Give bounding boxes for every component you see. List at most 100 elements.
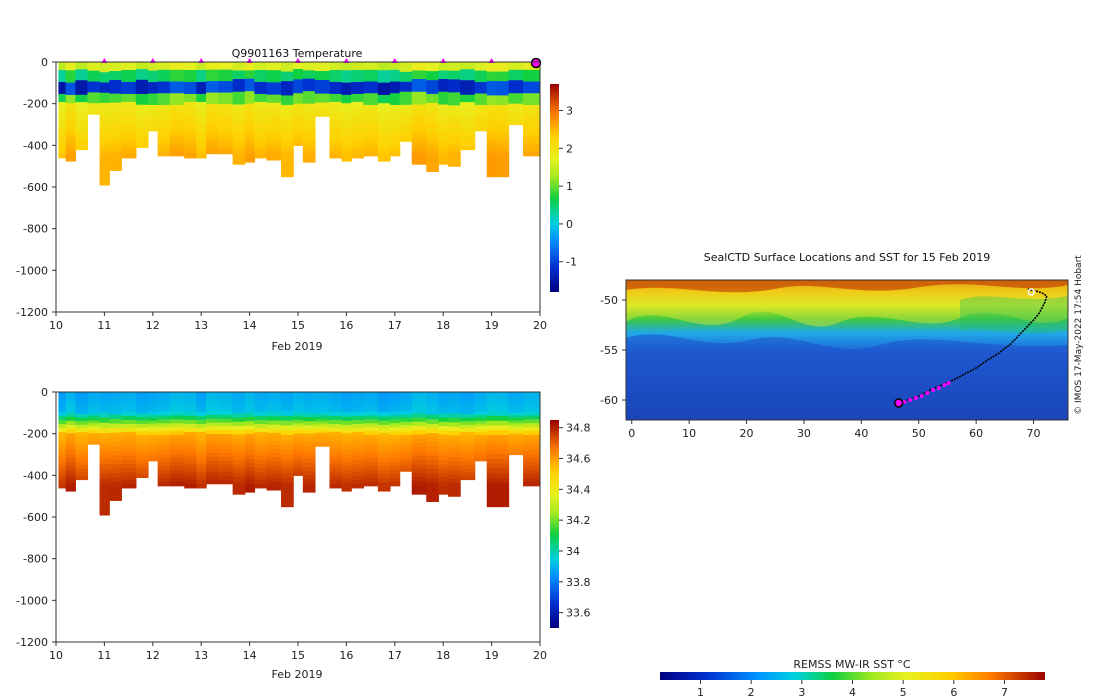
temperature-cell <box>426 148 439 154</box>
salinity-cell <box>184 411 197 417</box>
temperature-cell <box>184 97 197 103</box>
temperature-cell <box>426 112 439 118</box>
temperature-cell <box>157 69 171 75</box>
temperature-cell <box>314 73 331 77</box>
salinity-cell <box>281 392 294 398</box>
salinity-cell <box>302 458 316 464</box>
temperature-cell <box>196 133 207 139</box>
temperature-cell <box>486 162 498 168</box>
temperature-cell <box>196 101 207 107</box>
temperature-cell <box>281 76 294 82</box>
temperature-cell <box>121 85 137 91</box>
temperature-cell <box>109 116 122 122</box>
sst-colorbar-tick-label: 2 <box>748 686 755 699</box>
temperature-cell <box>399 118 413 122</box>
salinity-cell <box>99 432 110 439</box>
salinity-cell <box>196 435 207 441</box>
salinity-cell <box>426 492 439 498</box>
temperature-cell <box>206 142 219 147</box>
salinity-cell <box>232 430 246 436</box>
salinity-cell <box>389 431 401 436</box>
temperature-cell <box>87 98 101 102</box>
temperature-cell <box>523 93 540 98</box>
salinity-cell <box>254 419 268 425</box>
temperature-cell <box>329 93 343 99</box>
salinity-cell <box>58 399 67 405</box>
salinity-cell <box>377 486 391 492</box>
salinity-cell <box>147 397 159 402</box>
temperature-cell <box>523 81 540 87</box>
temperature-cell <box>448 105 461 111</box>
salinity-cell <box>377 404 391 410</box>
salinity-cell <box>508 405 524 409</box>
temperature-cell <box>218 146 234 151</box>
salinity-cell <box>426 423 439 430</box>
salinity-cell <box>206 453 219 458</box>
salinity-cell <box>314 432 331 436</box>
temperature-cell <box>302 112 316 117</box>
temperature-cell <box>377 127 391 133</box>
temperature-cell <box>426 144 439 150</box>
temperature-cell <box>244 103 256 109</box>
temperature-cell <box>438 159 449 165</box>
salinity-cell <box>58 459 67 465</box>
temperature-cell <box>523 97 540 102</box>
salinity-cell <box>302 446 316 451</box>
salinity-cell <box>486 477 498 484</box>
temperature-cell <box>266 102 282 108</box>
temperature-cell <box>99 108 110 114</box>
salinity-cell <box>244 471 256 476</box>
salinity-cell <box>302 437 316 443</box>
salinity-cell <box>363 462 379 467</box>
temperature-cell <box>496 152 510 159</box>
salinity-cell <box>281 473 294 479</box>
salinity-cell <box>121 443 137 449</box>
temperature-cell <box>196 129 207 135</box>
salinity-cell <box>87 400 101 404</box>
salinity-cell <box>341 453 352 459</box>
temperature-cell <box>460 134 476 140</box>
salinity-cell <box>474 403 488 407</box>
salinity-cell <box>58 407 67 413</box>
temperature-cell <box>58 121 67 127</box>
temperature-cell <box>135 76 149 81</box>
salinity-cell <box>448 448 461 454</box>
salinity-cell <box>218 418 234 424</box>
salinity-cell <box>169 438 185 444</box>
temperature-cell <box>486 133 498 139</box>
salinity-cell <box>448 396 461 402</box>
temperature-cell <box>266 82 282 88</box>
temperature-cell <box>121 73 137 79</box>
salinity-cell <box>184 427 197 433</box>
salinity-cell <box>363 392 379 397</box>
temperature-cell <box>302 107 316 113</box>
temperature-cell <box>329 129 343 135</box>
temperature-cell <box>266 127 282 132</box>
temperature-cell <box>448 153 461 159</box>
salinity-cell <box>351 439 364 445</box>
salinity-cell <box>399 405 413 410</box>
temperature-cell <box>218 92 234 97</box>
temperature-cell <box>438 155 449 161</box>
salinity-cell <box>438 447 449 453</box>
salinity-cell <box>87 441 101 445</box>
salinity-cell <box>460 453 476 459</box>
temperature-cell <box>411 100 427 106</box>
temperature-cell <box>302 153 316 159</box>
temperature-cell <box>99 62 110 68</box>
salinity-cell <box>157 446 171 452</box>
temperature-cell <box>244 137 256 142</box>
salinity-cell <box>293 437 304 442</box>
colorbar-tick-label: 34 <box>566 545 580 558</box>
temperature-cell <box>109 107 122 113</box>
temperature-cell <box>121 89 137 95</box>
temperature-cell <box>65 132 76 137</box>
salinity-cell <box>363 438 379 444</box>
salinity-cell <box>448 483 461 489</box>
salinity-cell <box>196 447 207 453</box>
salinity-cell <box>206 426 219 431</box>
salinity-cell <box>293 402 304 407</box>
salinity-cell <box>341 445 352 451</box>
temperature-cell <box>508 75 524 79</box>
temperature-cell <box>254 145 268 151</box>
